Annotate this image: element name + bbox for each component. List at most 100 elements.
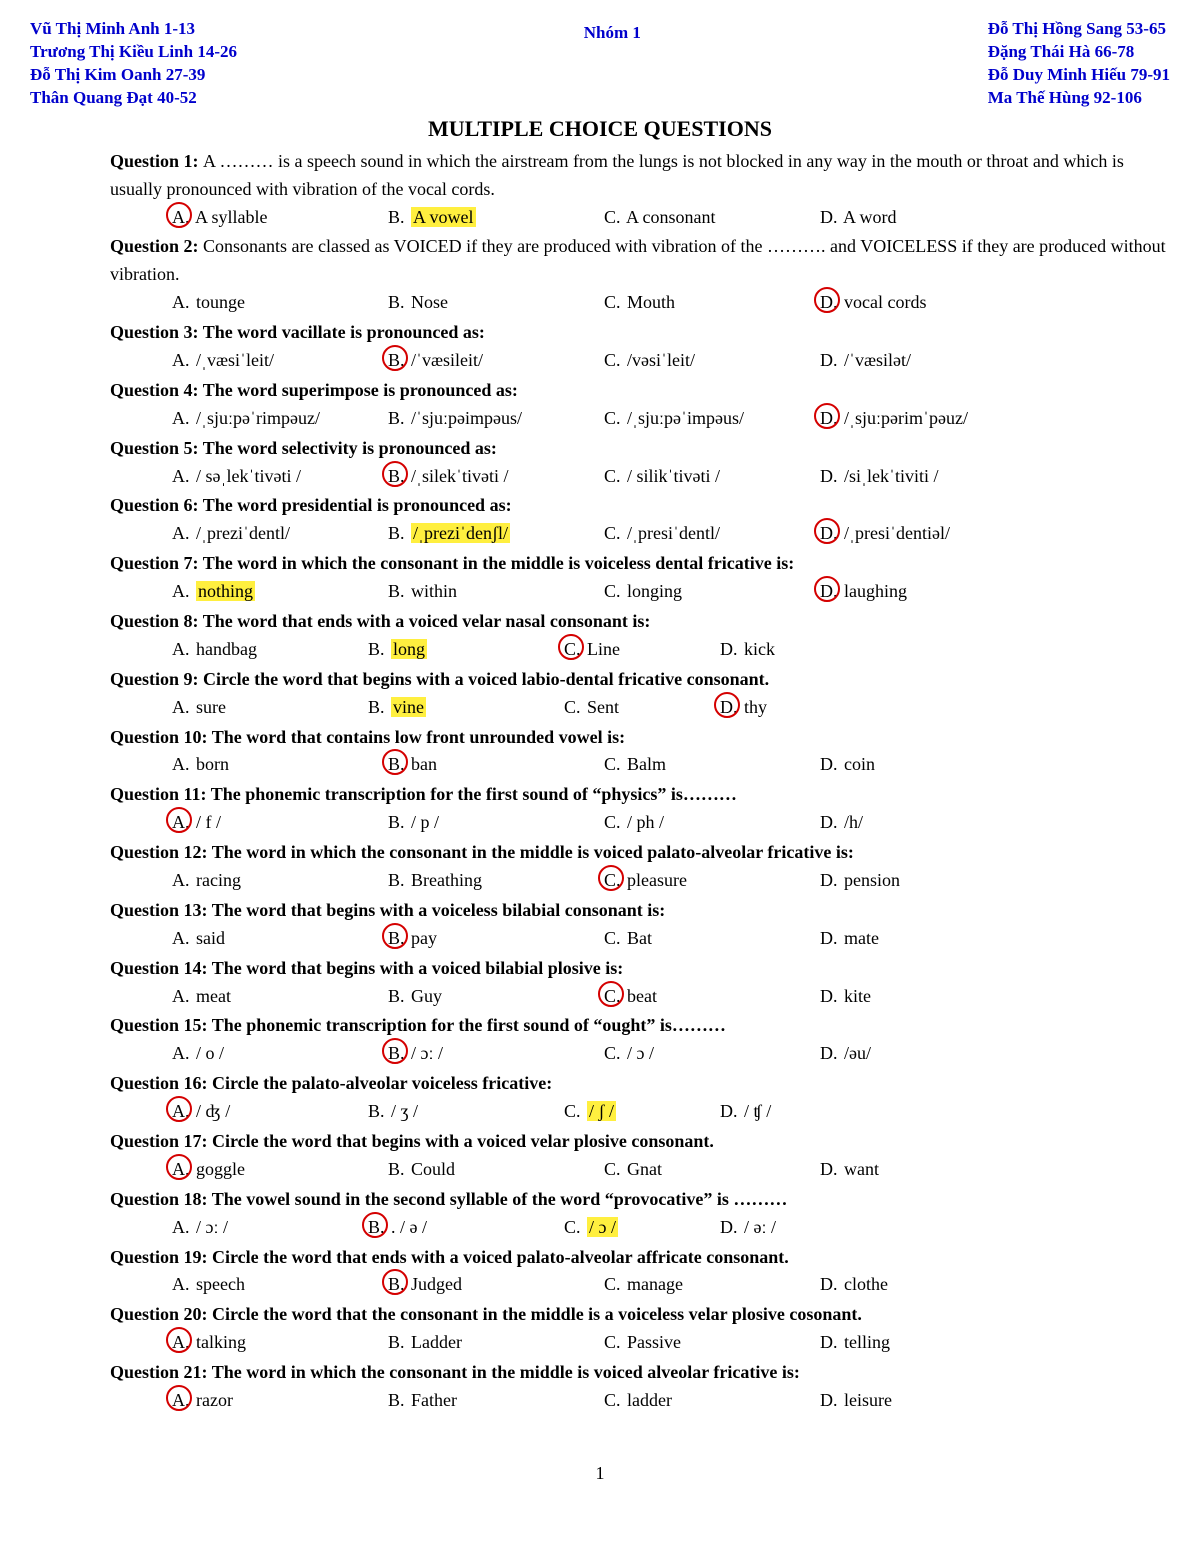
question-line: Question 6: The word presidential is pro…: [110, 492, 1170, 520]
choice-text: / f /: [196, 812, 221, 832]
choices-row: A. racingB. BreathingC. pleasureD. pensi…: [170, 867, 1170, 895]
choice-text: /ˌpresiˈdentl/: [627, 523, 720, 543]
question-block: Question 12: The word in which the conso…: [110, 839, 1170, 895]
question-label: Question 1:: [110, 151, 203, 171]
question-line: Question 5: The word selectivity is pron…: [110, 435, 1170, 463]
choice-text: / ʧ /: [744, 1101, 771, 1121]
choice-text: Guy: [411, 986, 442, 1006]
question-line: Question 15: The phonemic transcription …: [110, 1012, 1170, 1040]
choice: A. speech: [170, 1271, 386, 1299]
choices-row: A. toungeB. NoseC. MouthD. vocal cords: [170, 289, 1170, 317]
choice-letter: D.: [818, 347, 840, 375]
question-block: Question 4: The word superimpose is pron…: [110, 377, 1170, 433]
choice-text: . / ə /: [391, 1217, 427, 1237]
choice: A. nothing: [170, 578, 386, 606]
choice: D. clothe: [818, 1271, 1034, 1299]
choice: B. /ˈvæsileit/: [386, 347, 602, 375]
choice: C. Balm: [602, 751, 818, 779]
choice: A. A syllable: [170, 204, 386, 232]
choice-letter: D.: [818, 983, 840, 1011]
choice-letter: C.: [602, 463, 623, 491]
choice-letter: C.: [602, 867, 623, 895]
question-label: Question 19:: [110, 1247, 212, 1267]
choice: D. mate: [818, 925, 1034, 953]
choice-letter: D.: [718, 636, 740, 664]
header-left-line: Trương Thị Kiều Linh 14-26: [30, 41, 237, 64]
question-block: Question 20: Circle the word that the co…: [110, 1301, 1170, 1357]
choice-letter: C.: [602, 289, 623, 317]
choice: D. / ʧ /: [718, 1098, 894, 1126]
choice-text: coin: [844, 754, 875, 774]
choice-letter: B.: [366, 1214, 387, 1242]
question-label: Question 15:: [110, 1015, 212, 1035]
choice: D. /ˌpresiˈdentiəl/: [818, 520, 1034, 548]
choice-letter: A.: [170, 1098, 192, 1126]
choice-text: vine: [391, 697, 426, 717]
choice-letter: B.: [386, 867, 407, 895]
question-line: Question 8: The word that ends with a vo…: [110, 608, 1170, 636]
choice-letter: B.: [386, 204, 407, 232]
choice-letter: A.: [170, 463, 192, 491]
choice-text: /ˌsilekˈtivəti /: [411, 466, 508, 486]
choice-text: / ph /: [627, 812, 664, 832]
question-block: Question 8: The word that ends with a vo…: [110, 608, 1170, 664]
choice: A. / o /: [170, 1040, 386, 1068]
question-line: Question 14: The word that begins with a…: [110, 955, 1170, 983]
choice-letter: D.: [718, 1098, 740, 1126]
question-label: Question 13:: [110, 900, 212, 920]
choice: D. leisure: [818, 1387, 1034, 1415]
choice-letter: D.: [818, 925, 840, 953]
choice-letter: D.: [818, 405, 840, 433]
question-line: Question 17: Circle the word that begins…: [110, 1128, 1170, 1156]
choice-letter: A.: [170, 1271, 192, 1299]
choice-text: leisure: [844, 1390, 892, 1410]
question-line: Question 11: The phonemic transcription …: [110, 781, 1170, 809]
choice-text: /ˈvæsilət/: [844, 350, 911, 370]
question-line: Question 10: The word that contains low …: [110, 724, 1170, 752]
choice: D. /ˈvæsilət/: [818, 347, 1034, 375]
choice-text: Could: [411, 1159, 455, 1179]
choice-letter: D.: [818, 867, 840, 895]
question-block: Question 15: The phonemic transcription …: [110, 1012, 1170, 1068]
choice-text: /h/: [844, 812, 863, 832]
choice-letter: B.: [386, 347, 407, 375]
choice: A. goggle: [170, 1156, 386, 1184]
choice: A. /ˌpreziˈdentl/: [170, 520, 386, 548]
question-line: Question 2: Consonants are classed as VO…: [110, 233, 1170, 289]
choice: C. Bat: [602, 925, 818, 953]
choice-letter: A.: [170, 204, 192, 232]
choice: D. A word: [818, 204, 1034, 232]
choice-text: Line: [587, 639, 620, 659]
choice-letter: A.: [170, 751, 192, 779]
choice: A. said: [170, 925, 386, 953]
question-block: Question 16: Circle the palato-alveolar …: [110, 1070, 1170, 1126]
choices-row: A. / səˌlekˈtivəti /B. /ˌsilekˈtivəti /C…: [170, 463, 1170, 491]
question-text: The word that ends with a voiced velar n…: [203, 611, 651, 631]
choice: D. laughing: [818, 578, 1034, 606]
choice: B. within: [386, 578, 602, 606]
question-block: Question 14: The word that begins with a…: [110, 955, 1170, 1011]
choice-text: / ʒ /: [391, 1101, 418, 1121]
choice-letter: D.: [818, 1329, 840, 1357]
choice: B. Judged: [386, 1271, 602, 1299]
question-label: Question 4:: [110, 380, 203, 400]
choice: A. /ˌvæsiˈleit/: [170, 347, 386, 375]
choices-row: A. sureB. vineC. SentD. thy: [170, 694, 1170, 722]
choice-text: /ˌsjuːpərimˈpəuz/: [844, 408, 968, 428]
choice-text: Balm: [627, 754, 666, 774]
choices-row: A. /ˌvæsiˈleit/B. /ˈvæsileit/C. /vəsiˈle…: [170, 347, 1170, 375]
question-label: Question 6:: [110, 495, 203, 515]
choice-text: / ʃ /: [587, 1101, 616, 1121]
question-block: Question 5: The word selectivity is pron…: [110, 435, 1170, 491]
choice-text: sure: [196, 697, 226, 717]
choice: B. pay: [386, 925, 602, 953]
question-text: The phonemic transcription for the first…: [212, 1015, 726, 1035]
question-label: Question 18:: [110, 1189, 212, 1209]
choice-text: / ɔː /: [411, 1043, 443, 1063]
choice-letter: A.: [170, 867, 192, 895]
choices-row: A. meatB. GuyC. beatD. kite: [170, 983, 1170, 1011]
choice-letter: B.: [386, 1040, 407, 1068]
choice-letter: D.: [818, 1040, 840, 1068]
choice: B. / ʒ /: [366, 1098, 562, 1126]
choice-text: manage: [627, 1274, 683, 1294]
